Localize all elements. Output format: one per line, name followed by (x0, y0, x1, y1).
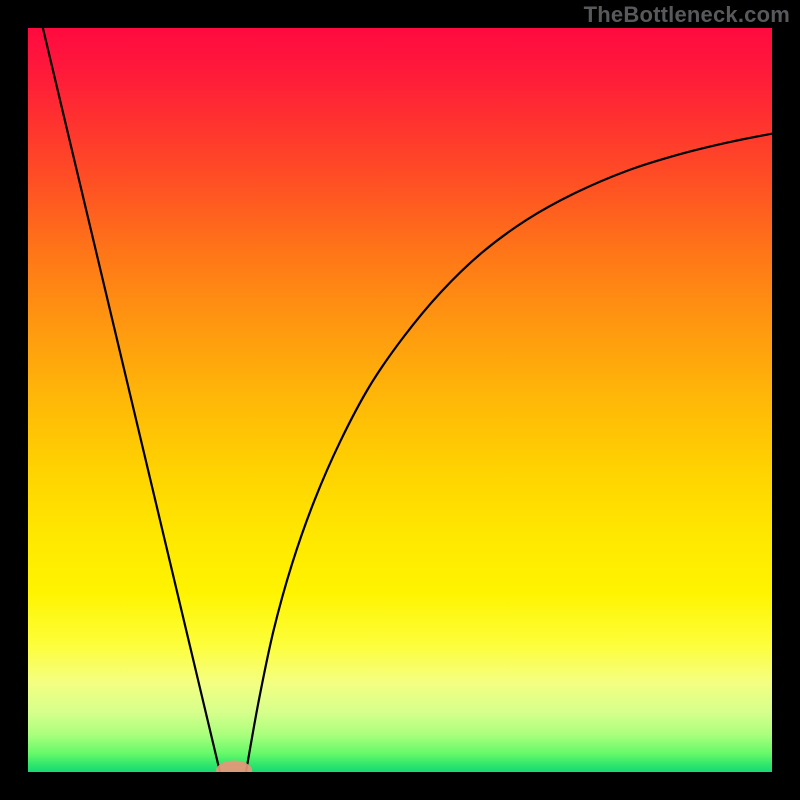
plot-area (28, 28, 772, 772)
gradient-background (28, 28, 772, 772)
gradient-curve-chart (28, 28, 772, 772)
chart-frame (0, 0, 800, 800)
watermark-text: TheBottleneck.com (584, 2, 790, 28)
